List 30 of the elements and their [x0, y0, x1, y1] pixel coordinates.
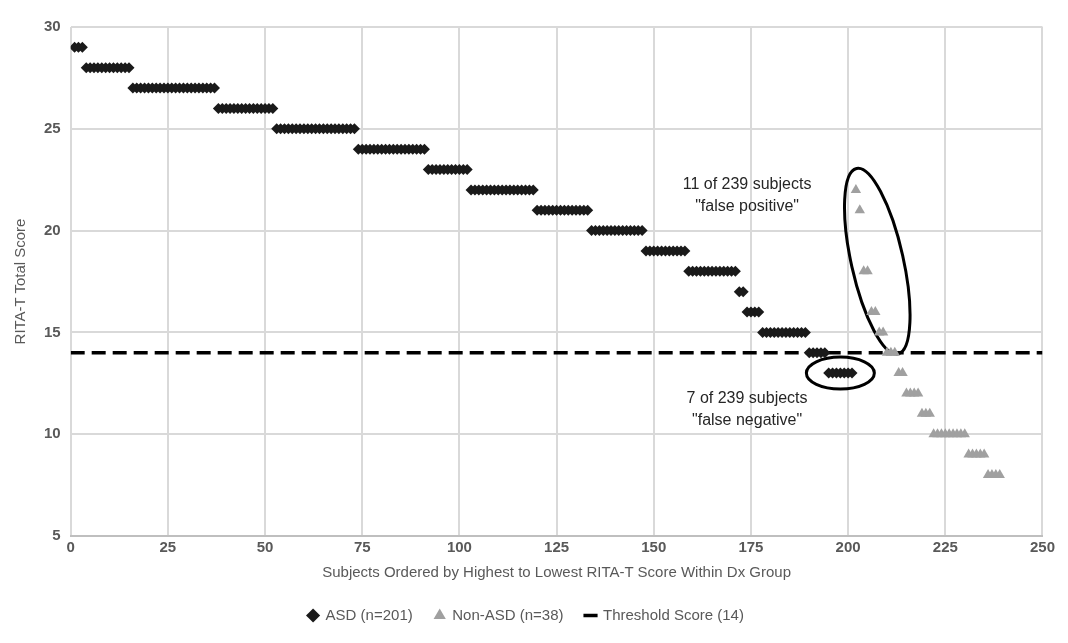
annotation: 7 of 239 subjects "false negative" — [686, 389, 808, 429]
y-tick-label: 30 — [44, 17, 61, 35]
x-tick-label: 25 — [159, 538, 177, 556]
point — [978, 448, 990, 458]
point — [854, 204, 865, 214]
legend-label: Threshold Score (14) — [603, 605, 744, 623]
point — [850, 183, 862, 193]
point — [862, 265, 873, 275]
y-tick-label: 10 — [44, 424, 61, 442]
x-tick-label: 125 — [544, 538, 570, 556]
x-tick-label: 150 — [641, 538, 667, 556]
x-tick-label: 100 — [446, 538, 472, 556]
annotation: 11 of 239 subjects "false positive" — [682, 175, 812, 215]
y-tick-label: 15 — [44, 322, 61, 340]
x-tick-label: 75 — [353, 538, 371, 556]
x-tick-label: 50 — [256, 538, 274, 556]
legend-label: ASD (n=201) — [325, 605, 413, 623]
point — [912, 387, 924, 397]
x-axis-title: Subjects Ordered by Highest to Lowest RITA-T Score Within Dx Group — [322, 563, 791, 581]
x-tick-label: 175 — [738, 538, 764, 556]
y-tick-label: 20 — [44, 220, 61, 238]
y-axis-title: RITA-T Total Score — [11, 218, 29, 345]
x-tick-label: 250 — [1029, 538, 1055, 556]
x-tick-label: 225 — [932, 538, 958, 556]
x-tick-label: 0 — [66, 538, 75, 556]
y-tick-label: 25 — [44, 118, 61, 136]
y-tick-label: 5 — [52, 526, 61, 544]
x-tick-label: 200 — [835, 538, 861, 556]
point — [959, 428, 970, 438]
legend-label: Non-ASD (n=38) — [452, 605, 564, 623]
